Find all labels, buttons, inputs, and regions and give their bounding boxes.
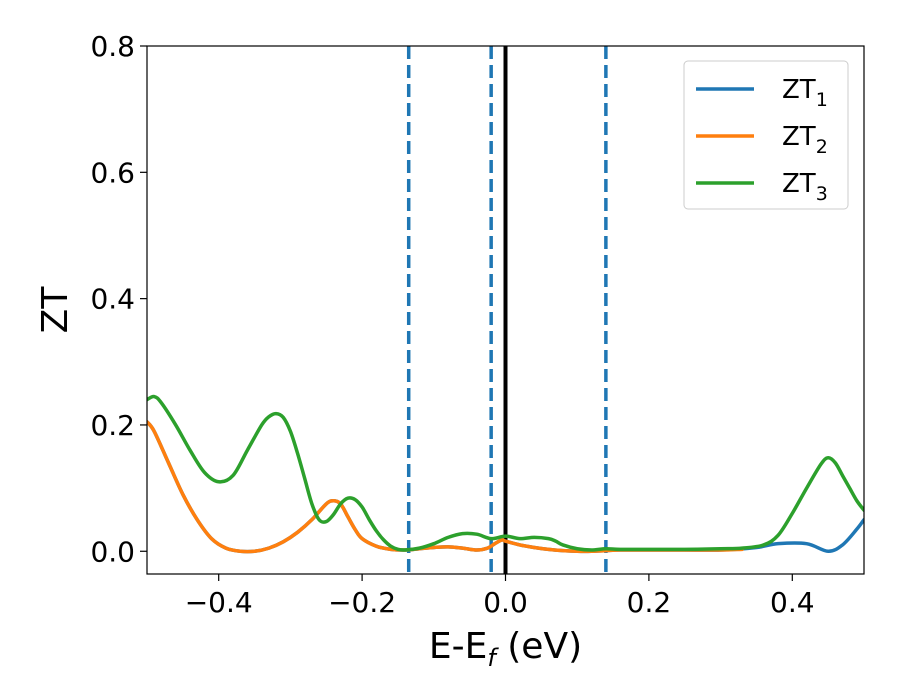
y-axis-ticks: 0.0 0.2 0.4 0.6 0.8 xyxy=(90,30,147,568)
y-tick-label: 0.0 xyxy=(90,535,135,568)
y-tick-label: 0.6 xyxy=(90,156,135,189)
y-tick-label: 0.8 xyxy=(90,30,135,63)
x-tick-label: 0.4 xyxy=(770,586,815,619)
legend-label-zt1: ZT1 xyxy=(782,75,828,111)
legend-label-zt3: ZT3 xyxy=(782,169,828,205)
x-axis-label: E-Ef (eV) xyxy=(429,626,582,672)
y-tick-label: 0.2 xyxy=(90,409,135,442)
y-axis-label: ZT xyxy=(35,286,76,334)
x-tick-label: −0.2 xyxy=(328,586,396,619)
series-line-zt2 xyxy=(147,420,744,554)
legend-label-zt2: ZT2 xyxy=(782,122,828,158)
series-line-zt3 xyxy=(147,394,864,552)
x-tick-label: −0.4 xyxy=(185,586,253,619)
series-lines xyxy=(147,394,864,554)
x-tick-label: 0.0 xyxy=(483,586,528,619)
x-tick-label: 0.2 xyxy=(627,586,672,619)
vertical-reference-lines xyxy=(406,46,608,574)
x-axis-ticks: −0.4 −0.2 0.0 0.2 0.4 xyxy=(185,574,815,619)
y-tick-label: 0.4 xyxy=(90,283,135,316)
legend: ZT1 ZT2 ZT3 xyxy=(683,60,849,210)
legend-box xyxy=(683,60,849,210)
